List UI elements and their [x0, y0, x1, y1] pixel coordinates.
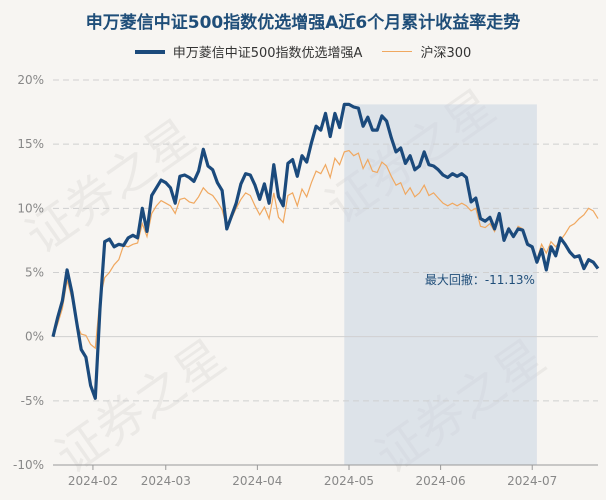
- watermark-mark-2: 证券之星: [46, 329, 235, 485]
- series-line-fund: [51, 102, 600, 400]
- x-tick-label: 2024-06: [416, 474, 466, 488]
- max-drawdown-shade: [344, 104, 537, 465]
- chart-title: 申万菱信中证500指数优选增强A近6个月累计收益率走势: [85, 13, 521, 33]
- legend-swatch-fund: [134, 49, 165, 54]
- x-tick-label: 2024-03: [141, 474, 191, 488]
- legend-item-fund[interactable]: 申万菱信中证500指数优选增强A: [134, 42, 363, 61]
- legend-swatch-hs300: [382, 51, 413, 52]
- y-tick-label: -5%: [21, 394, 44, 408]
- y-tick-label: 15%: [17, 137, 44, 151]
- legend-label-hs300: 沪深300: [420, 46, 472, 61]
- x-tick-label: 2024-04: [232, 474, 282, 488]
- x-tick-label: 2024-02: [68, 474, 118, 488]
- legend-label-fund: 申万菱信中证500指数优选增强A: [172, 46, 363, 61]
- x-tick-label: 2024-07: [507, 474, 557, 488]
- x-tick-label: 2024-05: [324, 474, 374, 488]
- chart-legend: 申万菱信中证500指数优选增强A 沪深300: [0, 42, 606, 61]
- y-tick-label: 10%: [17, 201, 44, 215]
- y-tick-label: 20%: [17, 73, 44, 87]
- y-tick-label: -10%: [13, 458, 44, 472]
- y-axis: 20% 15% 10% 5% 0% -5% -10%: [13, 73, 44, 472]
- x-axis: 2024-02 2024-03 2024-04 2024-05 2024-06 2024-…: [53, 464, 598, 488]
- max-drawdown-label: 最大回撤：-11.13%: [425, 272, 535, 287]
- y-tick-label: 0%: [25, 330, 44, 344]
- y-tick-label: 5%: [25, 266, 44, 280]
- legend-item-hs300[interactable]: 沪深300: [382, 42, 471, 61]
